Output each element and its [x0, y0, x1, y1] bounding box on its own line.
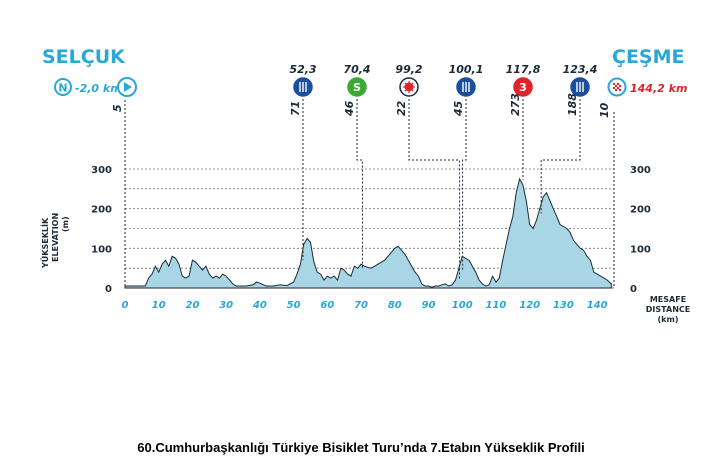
- feed-zone-icon: [570, 77, 590, 97]
- x-axis-ticks: 0 10 20 30 40 50 60 70 80 90 100 110 120 130 140: [122, 300, 608, 311]
- marker-line: [540, 99, 581, 214]
- start-play-icon: [117, 77, 137, 97]
- start-km-label: -2,0 km: [75, 82, 122, 95]
- x-tick-label: 30: [219, 300, 233, 311]
- route-marker: 99,2 22: [395, 63, 461, 280]
- y-tick-label-right: 100: [630, 244, 651, 255]
- marker-km-label: 100,1: [449, 63, 484, 76]
- start-elevation-label: 5: [111, 104, 124, 112]
- marker-elevation-label: 273: [509, 93, 522, 116]
- finish-elevation-label: 10: [598, 102, 611, 118]
- marker-elevation-label: 22: [395, 100, 408, 116]
- x-tick-label: 70: [354, 300, 368, 311]
- x-tick-label: 140: [587, 300, 608, 311]
- y-tick-label-right: 300: [630, 165, 651, 176]
- route-marker: 70,4 S 46: [343, 63, 371, 270]
- marker-elevation-label: 188: [566, 93, 579, 116]
- marker-elevation-label: 71: [289, 101, 302, 116]
- finish-km-label: 144,2 km: [630, 82, 687, 95]
- y-tick-label-right: 200: [630, 205, 651, 216]
- y-axis-title-1: YÜKSEKLİK: [40, 217, 50, 269]
- route-marker: 52,3 71: [289, 63, 317, 260]
- start-city: SELÇUK: [42, 46, 126, 68]
- marker-km-label: 123,4: [563, 63, 598, 76]
- x-tick-label: 20: [185, 300, 199, 311]
- sprint-icon: S: [347, 77, 367, 97]
- y-tick-label-right: 0: [630, 284, 637, 295]
- marker-km-label: 99,2: [395, 63, 422, 76]
- marker-km-label: 52,3: [289, 63, 316, 76]
- y-axis-ticks-right: 0 100 200 300: [630, 165, 651, 295]
- x-tick-label: 40: [252, 300, 267, 311]
- y-tick-label-left: 300: [91, 165, 112, 176]
- climb-category-icon: 3: [513, 77, 533, 97]
- x-axis-title-3: (km): [658, 315, 679, 324]
- x-axis-title-1: MESAFE: [650, 295, 686, 304]
- marker-line: [462, 99, 467, 271]
- x-tick-label: 100: [452, 300, 473, 311]
- marker-elevation-label: 46: [343, 100, 356, 117]
- north-icon: N: [54, 78, 72, 96]
- x-tick-label: 110: [486, 300, 507, 311]
- elevation-profile-chart: 0 10 20 30 40 50 60 70 80 90 100 110 120 130 140 01002…: [40, 46, 690, 324]
- elevation-area: [124, 177, 612, 289]
- route-marker: 100,1 45: [449, 63, 484, 271]
- x-tick-label: 120: [519, 300, 540, 311]
- hot-spot-icon: [399, 77, 419, 97]
- marker-symbol: S: [353, 81, 361, 94]
- y-axis-title-2: ELEVATION: [51, 213, 60, 262]
- marker-elevation-label: 45: [452, 100, 465, 117]
- finish-flag-icon: [607, 77, 627, 97]
- x-tick-label: 10: [152, 300, 166, 311]
- x-tick-label: 90: [422, 300, 436, 311]
- x-tick-label: 130: [553, 300, 574, 311]
- x-axis-title-2: DISTANCE: [646, 305, 690, 314]
- marker-km-label: 117,8: [506, 63, 541, 76]
- x-tick-label: 60: [320, 300, 334, 311]
- marker-symbol: 3: [519, 81, 527, 94]
- marker-km-label: 70,4: [343, 63, 370, 76]
- y-axis-ticks-left: 0 100 200 300: [91, 165, 112, 295]
- finish-city: ÇEŞME: [612, 46, 685, 68]
- route-marker: 123,4 188: [540, 63, 598, 214]
- y-tick-label-left: 200: [91, 205, 112, 216]
- x-tick-label: 80: [388, 300, 402, 311]
- y-tick-label-left: 100: [91, 244, 112, 255]
- chart-caption: 60.Cumhurbaşkanlığı Türkiye Bisiklet Tur…: [137, 440, 585, 455]
- x-tick-label: 0: [122, 300, 129, 311]
- y-tick-label-left: 0: [105, 284, 112, 295]
- feed-zone-icon: [293, 77, 313, 97]
- y-axis-title-3: (m): [61, 216, 70, 232]
- x-tick-label: 50: [287, 300, 301, 311]
- marker-line: [356, 99, 363, 270]
- feed-zone-icon: [456, 77, 476, 97]
- north-letter: N: [58, 82, 67, 95]
